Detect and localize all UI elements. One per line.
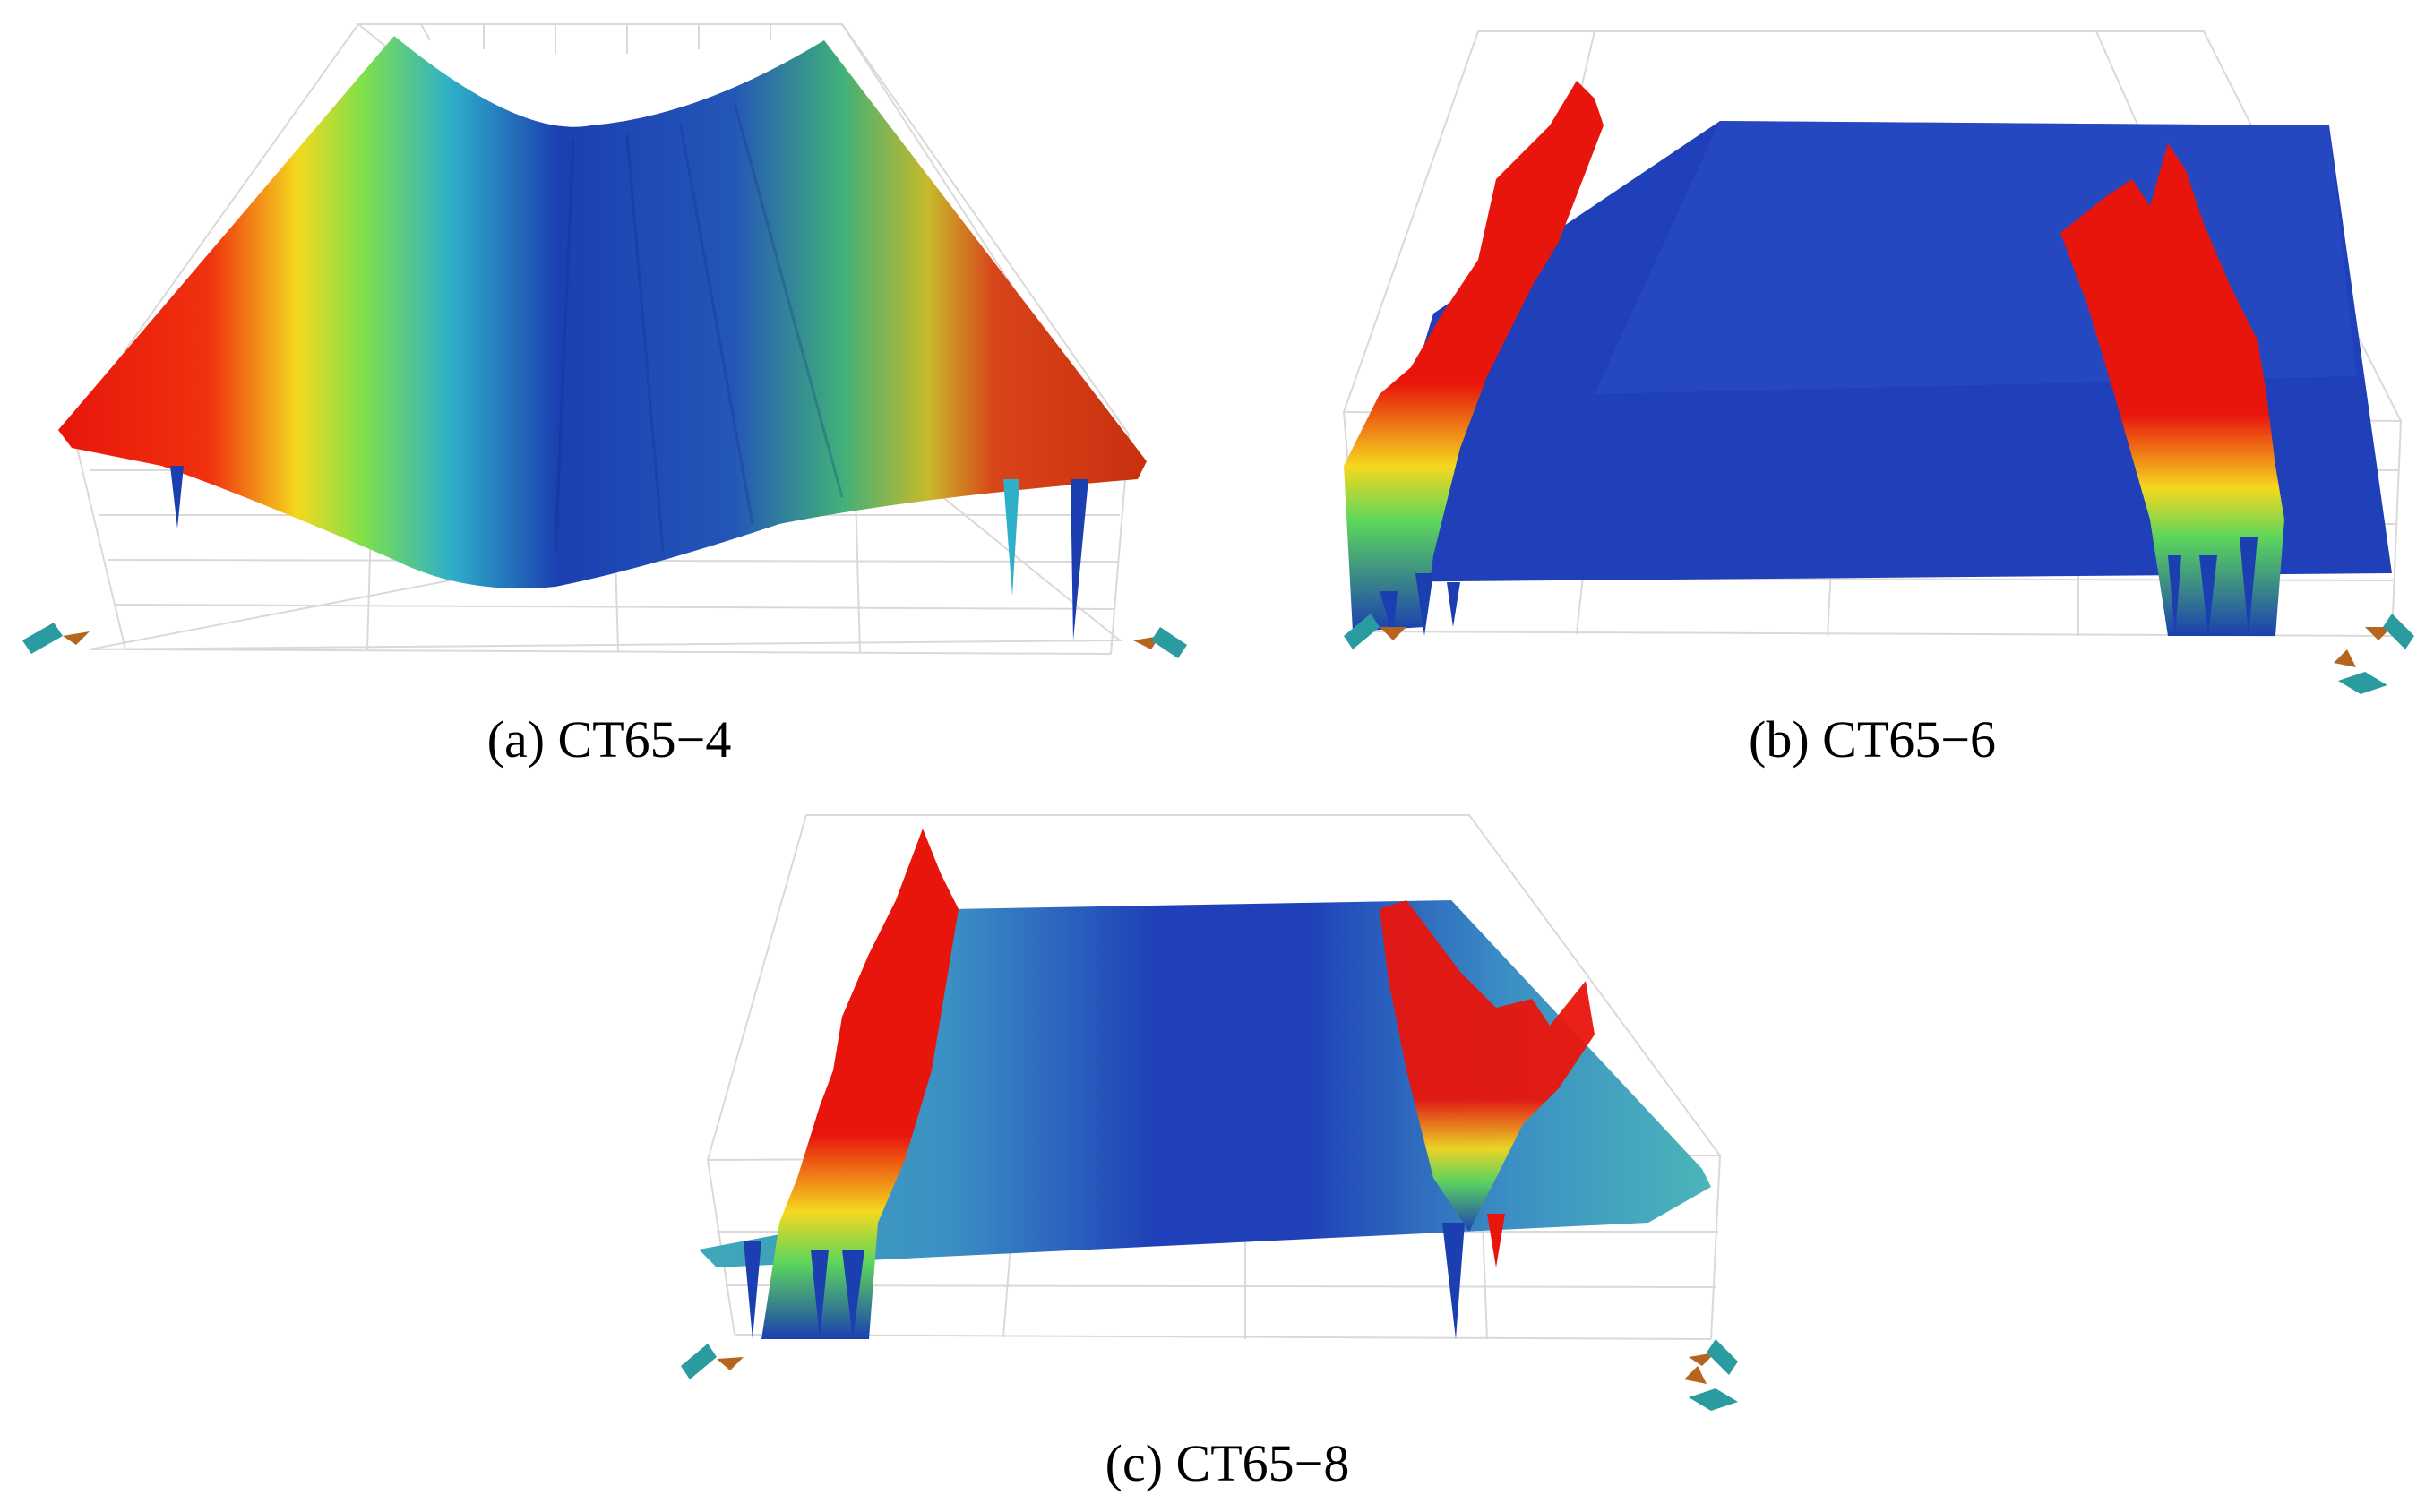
panel-b-surface-plot [1326,18,2428,712]
panel-a-surface [58,36,1147,588]
panel-a-spikes [170,466,1088,640]
panel-b-right-ridge [2060,143,2284,636]
panel-c-right-spikes [1442,1214,1505,1339]
panel-a-caption: (a) CT65−4 [486,710,732,769]
navigation-arrows-icon[interactable] [681,1339,1738,1411]
panel-c-svg [681,814,1738,1411]
panel-c-grid [706,814,1722,1340]
navigation-arrows-icon[interactable] [22,623,1187,658]
panel-b-svg [1342,30,2414,694]
panel-c-left-spikes [744,1241,864,1339]
panel-b-right-spikes [2168,537,2258,636]
panel-b-caption: (b) CT65−6 [1749,710,1996,769]
panel-c-right-ridge [1380,900,1595,1232]
panel-a-surface-plot [18,13,1200,694]
panel-a-svg [22,23,1187,658]
panel-c-caption: (c) CT65−8 [1105,1434,1350,1492]
panel-b-left-ridge [1344,81,1604,631]
panel-c-surface-plot [663,802,1810,1411]
panel-b-left-spikes [1380,573,1460,636]
navigation-arrows-icon[interactable] [1344,614,2414,694]
panel-c-left-ridge [761,829,959,1339]
panel-a-texture [554,102,844,552]
